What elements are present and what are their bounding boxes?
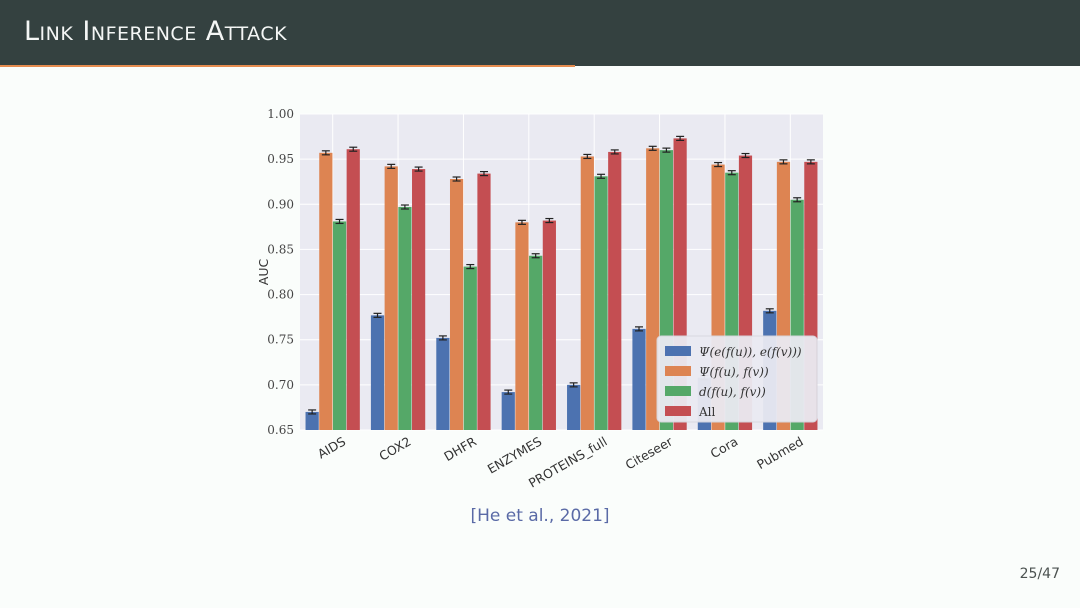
bar [305,411,319,430]
bar [529,255,543,430]
y-tick-label: 0.65 [267,423,294,437]
x-tick-label: DHFR [441,433,479,464]
bar [346,149,360,430]
bar [384,166,398,430]
bar [412,169,426,430]
y-tick-label: 0.95 [267,152,294,166]
y-axis-label: AUC [256,259,271,286]
citation-link[interactable]: [He et al., 2021] [470,506,610,526]
header-progress-bar [0,65,575,67]
auc-bar-chart: 0.65 0.70 0.75 0.80 0.85 0.90 0.95 1.00 AIDS COX2… [256,107,823,491]
bar [463,266,477,430]
bar [436,337,450,430]
bar [580,156,594,431]
x-tick-label: Citeseer [623,433,676,472]
slide-title: Link Inference Attack [24,16,288,47]
slide-header: Link Inference Attack [0,0,1080,66]
legend-swatch [665,346,691,356]
bar [477,173,491,430]
bar [370,315,385,430]
bar [449,179,464,430]
y-tick-label: 0.75 [267,333,294,347]
legend-swatch [665,406,691,416]
legend-label: All [698,405,716,419]
bar [398,206,412,430]
y-tick-label: 0.70 [267,378,294,392]
x-tick-label: Cora [708,434,741,462]
y-tick-label: 0.90 [267,197,294,211]
legend-label: Ψ(f(u), f(v)) [699,365,769,379]
x-tick-label: ENZYMES [485,434,545,477]
bar [542,220,556,430]
legend-box [656,335,818,423]
legend-label: d(f(u), f(v)) [699,385,766,399]
bar [608,151,622,431]
page-number: 25/47 [1019,566,1060,582]
y-tick-label: 1.00 [267,107,294,121]
bar [632,328,646,430]
x-tick-label: AIDS [315,434,348,462]
bar [332,221,347,430]
legend-swatch [665,366,691,376]
legend-swatch [665,386,691,396]
bar [646,148,660,430]
bar [319,152,333,430]
x-tick-label: COX2 [376,434,413,464]
y-tick-label: 0.80 [267,288,294,302]
legend-label: Ψ(e(f(u)), e(f(v))) [699,345,802,359]
bar [515,222,529,430]
x-tick-label: Pubmed [754,434,806,472]
bar [594,176,608,430]
y-tick-label: 0.85 [267,242,294,256]
bar [567,384,581,430]
bar [501,392,515,430]
